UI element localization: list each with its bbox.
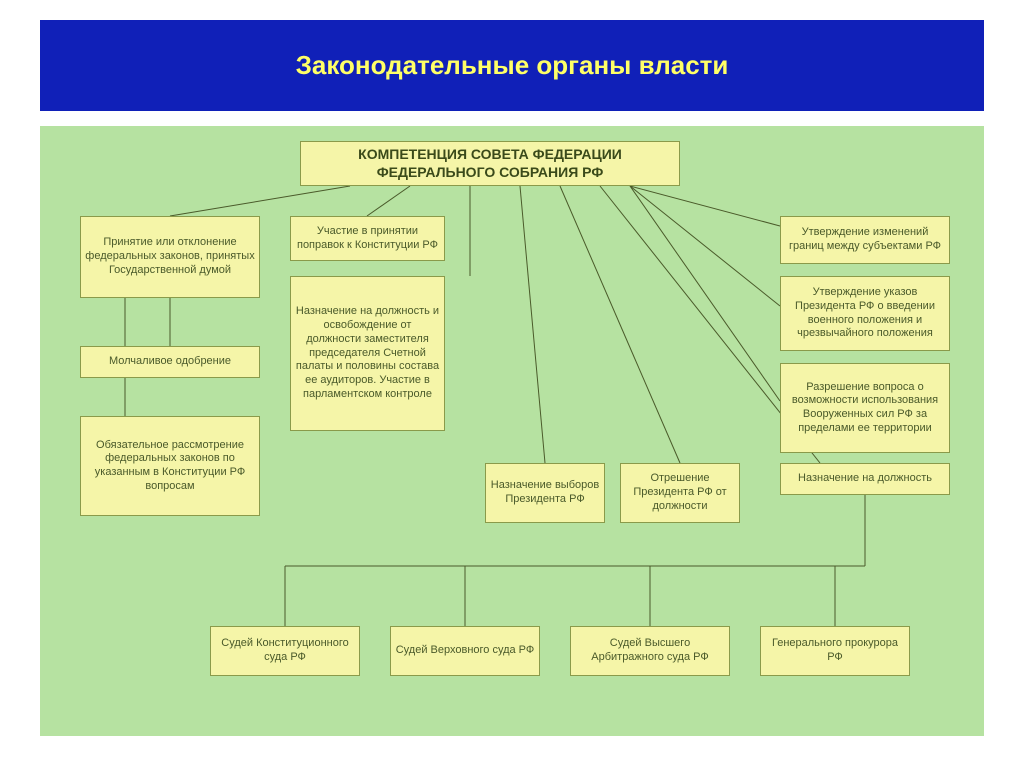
node-label: Назначение на должность и освобождение о… — [295, 305, 440, 401]
node-n5: Утверждение указов Президента РФ о введе… — [780, 276, 950, 351]
node-b3: Судей Высшего Арбитражного суда РФ — [570, 626, 730, 676]
node-label: Принятие или отклонение федеральных зако… — [85, 236, 255, 277]
node-n10: Отрешение Президента РФ от должности — [620, 463, 740, 523]
node-label: Участие в принятии поправок к Конституци… — [295, 225, 440, 253]
page-title: Законодательные органы власти — [40, 20, 984, 111]
node-label: Отрешение Президента РФ от должности — [625, 472, 735, 513]
diagram-canvas: КОМПЕТЕНЦИЯ СОВЕТА ФЕДЕРАЦИИ ФЕДЕРАЛЬНОГ… — [40, 126, 984, 736]
node-label: Судей Верховного суда РФ — [396, 644, 535, 658]
node-label: Обязательное рассмотрение федеральных за… — [85, 439, 255, 494]
node-n11: Назначение на должность — [780, 463, 950, 495]
node-n6: Разрешение вопроса о возможности использ… — [780, 363, 950, 453]
node-label: КОМПЕТЕНЦИЯ СОВЕТА ФЕДЕРАЦИИ ФЕДЕРАЛЬНОГ… — [305, 146, 675, 181]
node-b4: Генерального прокурора РФ — [760, 626, 910, 676]
node-label: Назначение выборов Президента РФ — [490, 479, 600, 507]
node-n8: Обязательное рассмотрение федеральных за… — [80, 416, 260, 516]
node-b1: Судей Конституционного суда РФ — [210, 626, 360, 676]
node-n1: Принятие или отклонение федеральных зако… — [80, 216, 260, 298]
node-label: Утверждение изменений границ между субъе… — [785, 226, 945, 254]
node-label: Молчаливое одобрение — [109, 355, 231, 369]
node-label: Утверждение указов Президента РФ о введе… — [785, 286, 945, 341]
node-b2: Судей Верховного суда РФ — [390, 626, 540, 676]
node-label: Судей Конституционного суда РФ — [215, 637, 355, 665]
node-n2: Участие в принятии поправок к Конституци… — [290, 216, 445, 261]
page-title-text: Законодательные органы власти — [296, 50, 729, 80]
node-root: КОМПЕТЕНЦИЯ СОВЕТА ФЕДЕРАЦИИ ФЕДЕРАЛЬНОГ… — [300, 141, 680, 186]
node-label: Разрешение вопроса о возможности использ… — [785, 381, 945, 436]
node-label: Судей Высшего Арбитражного суда РФ — [575, 637, 725, 665]
node-n4: Утверждение изменений границ между субъе… — [780, 216, 950, 264]
node-label: Генерального прокурора РФ — [765, 637, 905, 665]
node-n7: Молчаливое одобрение — [80, 346, 260, 378]
node-n9: Назначение выборов Президента РФ — [485, 463, 605, 523]
node-label: Назначение на должность — [798, 472, 932, 486]
node-n3: Назначение на должность и освобождение о… — [290, 276, 445, 431]
